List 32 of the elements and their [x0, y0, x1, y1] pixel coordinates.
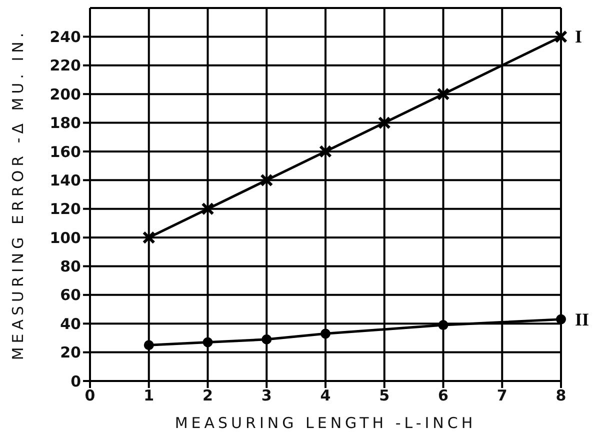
point	[202, 337, 213, 348]
y-tick-label: 120	[50, 200, 81, 218]
x-tick-label: 2	[202, 386, 213, 405]
series-label: II	[575, 309, 590, 330]
point	[438, 320, 448, 330]
x-tick-label: 6	[438, 386, 448, 405]
y-axis-title: MEASURING ERROR -Δ MU. IN.	[9, 28, 27, 360]
y-tick-label: 160	[50, 142, 81, 161]
y-tick-label: 0	[70, 372, 81, 390]
y-tick-label: 40	[60, 314, 81, 333]
y-tick-label: 80	[60, 258, 81, 276]
x-tick-label: 4	[320, 386, 331, 405]
y-tick-label: 60	[60, 286, 81, 304]
x-tick-label: 7	[496, 386, 508, 405]
y-tick-label: 100	[50, 228, 81, 247]
x-tick-label: 0	[84, 386, 96, 405]
y-tick-label: 200	[50, 85, 81, 104]
y-tick-label: 220	[50, 56, 81, 75]
series-label: I	[575, 26, 582, 47]
point	[144, 340, 154, 350]
point	[320, 328, 330, 339]
y-tick-label: 20	[60, 344, 81, 362]
y-tick-label: 180	[50, 114, 81, 132]
point	[262, 334, 272, 344]
y-tick-label: 140	[50, 171, 81, 190]
x-tick-label: 1	[144, 386, 154, 405]
point	[556, 314, 566, 324]
x-tick-label: 3	[261, 386, 272, 405]
x-tick-label: 8	[556, 386, 566, 405]
x-axis-title: MEASURING LENGTH -L-INCH	[174, 414, 476, 432]
y-tick-label: 240	[50, 28, 81, 46]
x-tick-label: 5	[379, 386, 390, 405]
